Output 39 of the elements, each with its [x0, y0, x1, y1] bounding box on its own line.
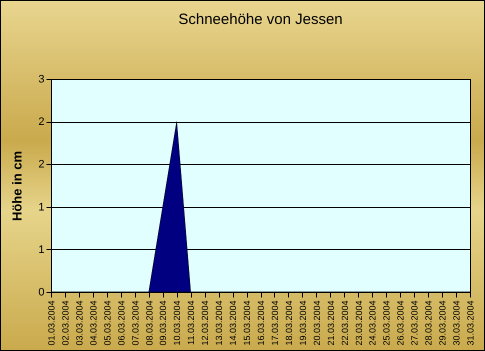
x-tick-label: 04.03.2004 [88, 300, 98, 346]
x-tick-label: 27.03.2004 [410, 300, 420, 346]
x-tick-label: 20.03.2004 [312, 300, 322, 346]
x-tick-label: 13.03.2004 [214, 300, 224, 346]
y-tick-label: 2 [38, 116, 44, 128]
x-tick-label: 15.03.2004 [242, 300, 252, 346]
x-tick-label: 05.03.2004 [102, 300, 112, 346]
x-tick-label: 22.03.2004 [340, 300, 350, 346]
x-tick-label: 01.03.2004 [46, 300, 56, 346]
x-tick-label: 11.03.2004 [186, 300, 196, 345]
x-tick-label: 03.03.2004 [74, 300, 84, 346]
x-tick-label: 31.03.2004 [466, 300, 476, 346]
x-tick-label: 16.03.2004 [256, 300, 266, 346]
x-tick-label: 24.03.2004 [368, 300, 378, 346]
y-axis-title: Höhe in cm [9, 150, 24, 222]
x-tick-label: 17.03.2004 [270, 300, 280, 346]
y-tick-label: 3 [38, 74, 44, 86]
x-tick-label: 02.03.2004 [60, 300, 70, 346]
x-tick-label: 23.03.2004 [354, 300, 364, 346]
x-tick-label: 26.03.2004 [396, 300, 406, 346]
y-tick-label: 2 [38, 158, 44, 171]
x-tick-label: 29.03.2004 [438, 300, 448, 346]
y-tick-label: 0 [38, 286, 44, 298]
y-tick-label: 1 [38, 244, 44, 256]
x-tick-label: 07.03.2004 [130, 300, 140, 346]
x-tick-label: 14.03.2004 [228, 300, 238, 346]
x-tick-label: 25.03.2004 [382, 300, 392, 346]
x-tick-label: 08.03.2004 [144, 300, 154, 346]
x-tick-label: 18.03.2004 [284, 300, 294, 346]
y-tick-label: 1 [38, 201, 44, 214]
x-tick-label: 30.03.2004 [452, 300, 462, 346]
x-tick-label: 09.03.2004 [158, 300, 168, 346]
x-tick-label: 28.03.2004 [424, 300, 434, 346]
x-tick-label: 10.03.2004 [172, 300, 182, 346]
x-tick-label: 06.03.2004 [116, 300, 126, 346]
chart-title: Schneehöhe von Jessen [178, 11, 343, 28]
x-tick-label: 12.03.2004 [200, 300, 210, 346]
x-tick-label: 19.03.2004 [298, 300, 308, 346]
x-tick-label: 21.03.2004 [326, 300, 336, 346]
